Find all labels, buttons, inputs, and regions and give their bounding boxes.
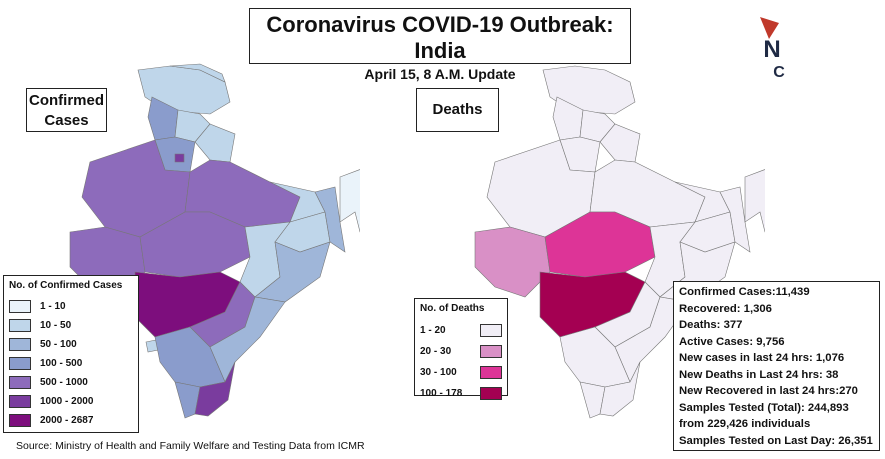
legend-confirmed-label: 2000 - 2687	[40, 415, 94, 426]
d-region-uttarakhand	[599, 123, 641, 163]
legend-confirmed-item: 1 - 10	[9, 297, 133, 316]
logo-letter-n: N	[763, 36, 780, 63]
logo-flag	[760, 17, 779, 39]
region-delhi	[174, 153, 185, 163]
legend-confirmed-label: 50 - 100	[40, 339, 77, 350]
legend-deaths: No. of Deaths 1 - 20 20 - 30 30 - 100 100 -…	[414, 298, 508, 400]
region-uttarakhand	[194, 123, 236, 163]
confirmed-cases-label: Confirmed Cases	[26, 88, 107, 132]
stat-line: New Recovered in last 24 hrs:270	[679, 385, 858, 397]
legend-confirmed-swatch	[9, 300, 31, 313]
d-region-westbengal	[719, 186, 751, 253]
legend-deaths-label: 20 - 30	[420, 346, 452, 357]
stat-line: New Deaths in Last 24 hrs: 38	[679, 368, 839, 381]
stat-line: Samples Tested (Total): 244,893	[679, 401, 849, 414]
legend-confirmed-label: 100 - 500	[40, 358, 83, 369]
legend-confirmed-swatch	[9, 395, 31, 408]
d-region-tamilnadu	[599, 361, 641, 417]
legend-confirmed-label: 500 - 1000	[40, 377, 88, 388]
region-tamilnadu	[194, 361, 236, 417]
map-subtitle: April 15, 8 A.M. Update	[364, 66, 516, 82]
legend-confirmed-item: 500 - 1000	[9, 373, 133, 392]
legend-deaths-swatch	[480, 345, 502, 358]
stat-line: New cases in last 24 hrs: 1,076	[679, 352, 845, 364]
legend-confirmed-label: 1000 - 2000	[40, 396, 94, 407]
deaths-label: Deaths	[416, 88, 499, 132]
legend-deaths-swatch	[480, 324, 502, 337]
region-ne	[339, 169, 360, 233]
legend-deaths-swatch	[480, 366, 502, 379]
legend-confirmed-swatch	[9, 319, 31, 332]
legend-confirmed-item: 100 - 500	[9, 354, 133, 373]
india-map-deaths	[474, 65, 765, 419]
legend-deaths-item: 30 - 100	[420, 362, 502, 383]
d-region-gujarat	[474, 226, 551, 298]
logo-letter-c: C	[773, 64, 785, 80]
stat-line: Confirmed Cases:11,439	[679, 286, 810, 298]
stat-line: from 229,426 individuals	[679, 418, 811, 430]
region-westbengal	[314, 186, 346, 253]
legend-confirmed-item: 50 - 100	[9, 335, 133, 354]
stats-box: Confirmed Cases:11,439 Recovered: 1,306 De…	[673, 281, 880, 451]
d-region-ne	[744, 169, 765, 233]
legend-deaths-item: 20 - 30	[420, 341, 502, 362]
legend-deaths-label: 1 - 20	[420, 325, 446, 336]
stat-line: Deaths: 377	[679, 319, 743, 331]
source-note: Source: Ministry of Health and Family We…	[16, 440, 365, 452]
legend-deaths-label: 30 - 100	[420, 367, 457, 378]
legend-deaths-swatch	[480, 387, 502, 400]
nc-logo: N C	[760, 17, 785, 80]
region-odisha	[254, 241, 331, 303]
title-box: Coronavirus COVID-19 Outbreak: India Apr…	[249, 8, 631, 82]
legend-confirmed-swatch	[9, 357, 31, 370]
region-ladakh-north	[169, 63, 226, 83]
legend-confirmed-item: 10 - 50	[9, 316, 133, 335]
stat-line: Recovered: 1,306	[679, 302, 772, 315]
legend-deaths-label: 100 - 178	[420, 388, 463, 399]
legend-confirmed-swatch	[9, 414, 31, 427]
legend-confirmed-cases: No. of Confirmed Cases 1 - 10 10 - 50 50 -…	[3, 275, 139, 433]
stat-line: Samples Tested on Last Day: 26,351	[679, 434, 873, 447]
legend-confirmed-title: No. of Confirmed Cases	[9, 280, 123, 291]
map-title: Coronavirus COVID-19 Outbreak: India	[266, 12, 614, 63]
legend-confirmed-item: 2000 - 2687	[9, 411, 133, 430]
legend-confirmed-item: 1000 - 2000	[9, 392, 133, 411]
stat-line: Active Cases: 9,756	[679, 335, 785, 348]
legend-deaths-item: 1 - 20	[420, 320, 502, 341]
legend-deaths-item: 100 - 178	[420, 383, 502, 404]
legend-confirmed-swatch	[9, 376, 31, 389]
legend-deaths-title: No. of Deaths	[420, 303, 485, 314]
legend-confirmed-label: 10 - 50	[40, 320, 72, 331]
legend-confirmed-swatch	[9, 338, 31, 351]
legend-confirmed-label: 1 - 10	[40, 301, 66, 312]
